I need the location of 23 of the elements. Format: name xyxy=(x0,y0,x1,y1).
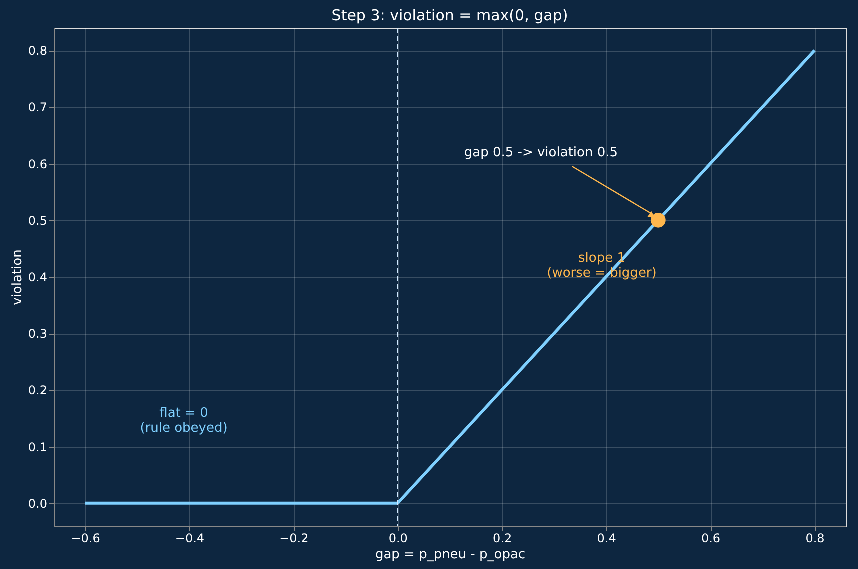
x-axis-title: gap = p_pneu - p_opac xyxy=(375,548,526,562)
y-tick-label: 0.5 xyxy=(28,214,48,228)
chart-title: Step 3: violation = max(0, gap) xyxy=(332,6,568,24)
x-tick-label: 0.6 xyxy=(701,532,721,546)
y-tick-label: 0.0 xyxy=(28,496,48,511)
y-axis-title: violation xyxy=(10,250,26,306)
x-tick-label: 0.8 xyxy=(806,532,825,546)
annotation: slope 1 (worse = bigger) xyxy=(547,251,657,281)
annotation: flat = 0 (rule obeyed) xyxy=(140,406,228,436)
y-tick-label: 0.8 xyxy=(28,44,48,58)
y-tick-label: 0.1 xyxy=(28,440,48,454)
x-tick-label: 0.2 xyxy=(493,532,512,546)
x-tick-label: −0.6 xyxy=(71,532,100,546)
y-tick-label: 0.6 xyxy=(28,157,48,172)
y-tick-label: 0.3 xyxy=(28,327,48,342)
annotation: gap 0.5 -> violation 0.5 xyxy=(464,146,618,160)
x-tick-label: −0.2 xyxy=(280,532,309,546)
x-tick-label: 0.0 xyxy=(388,532,408,546)
y-tick-label: 0.2 xyxy=(28,384,48,398)
y-tick-label: 0.4 xyxy=(28,270,48,284)
y-tick-label: 0.7 xyxy=(28,100,48,115)
x-tick-label: 0.4 xyxy=(597,532,616,546)
x-tick-label: −0.4 xyxy=(175,532,205,546)
